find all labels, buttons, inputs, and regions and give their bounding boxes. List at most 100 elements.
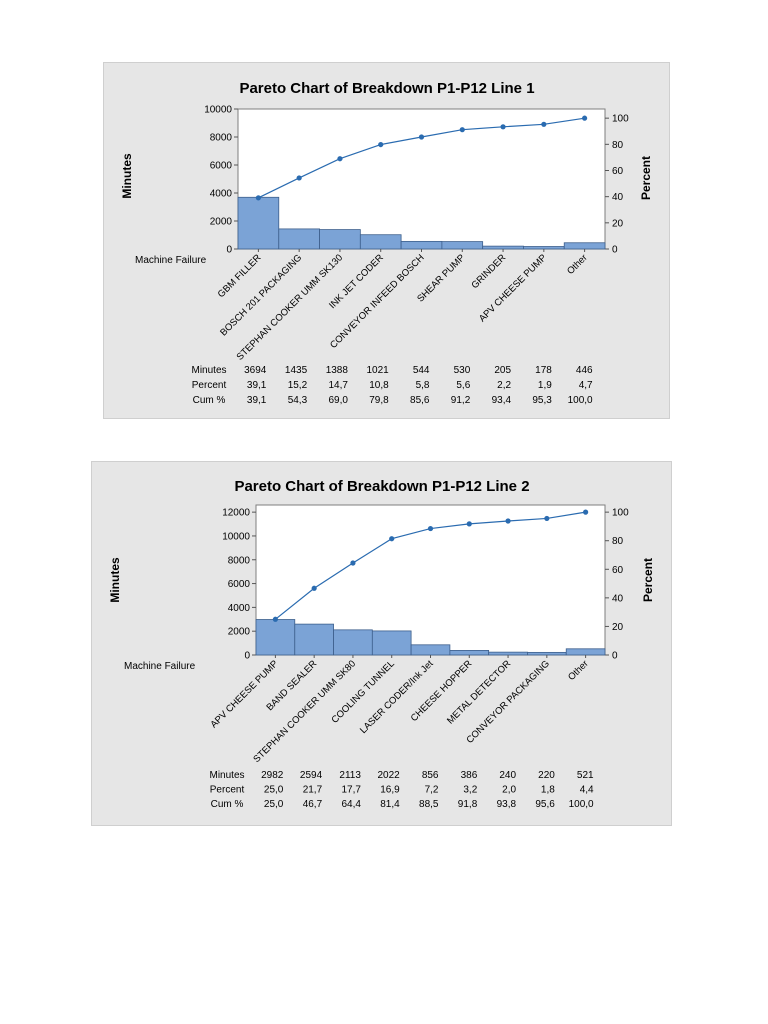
table-row-label: Percent — [210, 785, 245, 796]
category-label: APV CHEESE PUMP — [209, 658, 281, 730]
table-cell: 93,8 — [497, 799, 517, 810]
table-cell: 4,4 — [580, 785, 594, 796]
cumulative-point — [583, 509, 589, 515]
table-cell: 21,7 — [303, 785, 323, 796]
bar — [482, 245, 524, 250]
y-tick-label: 2000 — [210, 217, 233, 228]
table-cell: 205 — [494, 365, 511, 376]
bar — [441, 241, 484, 250]
y2-tick-label: 20 — [612, 622, 624, 633]
bar — [527, 651, 567, 656]
table-row-label: Minutes — [191, 365, 226, 376]
category-label: LASER CODER/Ink Jet — [358, 658, 436, 736]
table-cell: 3,2 — [463, 785, 477, 796]
table-cell: 95,6 — [535, 799, 555, 810]
table-cell: 3694 — [244, 365, 267, 376]
table-cell: 91,2 — [451, 395, 471, 406]
table-cell: 81,4 — [380, 799, 400, 810]
cumulative-point — [427, 525, 434, 532]
chart-title: Pareto Chart of Breakdown P1-P12 Line 1 — [239, 80, 534, 97]
y-tick-label: 4000 — [228, 603, 251, 614]
x-axis-label: Machine Failure — [135, 255, 207, 266]
y-tick-label: 6000 — [228, 579, 251, 590]
y-tick-label: 0 — [244, 651, 250, 662]
y2-tick-label: 60 — [612, 166, 624, 177]
cumulative-point — [466, 521, 472, 527]
cumulative-point — [272, 616, 278, 622]
table-row-label: Minutes — [209, 770, 244, 781]
bar — [565, 648, 606, 656]
bar — [400, 240, 443, 250]
bar — [294, 623, 334, 656]
table-cell: 79,8 — [369, 395, 389, 406]
y2-tick-label: 40 — [612, 593, 624, 604]
bar — [333, 629, 373, 656]
table-cell: 220 — [538, 770, 555, 781]
bar — [359, 234, 402, 250]
pareto-chart-line-1: Pareto Chart of Breakdown P1-P12 Line 1 … — [103, 62, 670, 419]
y2-tick-label: 80 — [612, 140, 624, 151]
table-cell: 64,4 — [341, 799, 361, 810]
table-cell: 2594 — [300, 770, 323, 781]
category-label: APV CHEESE PUMP — [477, 252, 549, 324]
y-tick-label: 12000 — [222, 508, 250, 519]
table-cell: 15,2 — [288, 380, 308, 391]
table-row-label: Cum % — [211, 799, 244, 810]
y-tick-label: 10000 — [204, 105, 232, 116]
cumulative-point — [418, 134, 425, 140]
table-cell: 17,7 — [341, 785, 361, 796]
bar — [563, 242, 606, 250]
table-cell: 5,6 — [456, 380, 470, 391]
bar — [319, 229, 361, 250]
table-cell: 93,4 — [492, 395, 512, 406]
table-cell: 10,8 — [369, 380, 389, 391]
table-cell: 91,8 — [458, 799, 478, 810]
table-cell: 2113 — [339, 770, 361, 781]
table-cell: 178 — [535, 365, 552, 376]
y-axis-label: Minutes — [108, 557, 122, 603]
pareto-chart-line-2: Pareto Chart of Breakdown P1-P12 Line 2 … — [91, 461, 672, 826]
table-cell: 386 — [461, 770, 478, 781]
bar — [278, 228, 320, 250]
y2-tick-label: 0 — [612, 245, 618, 256]
table-cell: 5,8 — [416, 380, 430, 391]
table-cell: 1,8 — [541, 785, 555, 796]
cumulative-point — [459, 127, 465, 133]
y-tick-label: 4000 — [210, 189, 233, 200]
table-cell: 1021 — [366, 365, 389, 376]
y2-axis-label: Percent — [639, 156, 653, 200]
y-tick-label: 2000 — [228, 627, 251, 638]
table-cell: 2982 — [261, 770, 284, 781]
y2-tick-label: 60 — [612, 565, 624, 576]
bar — [523, 246, 565, 250]
y2-axis-label: Percent — [641, 558, 655, 602]
table-cell: 25,0 — [264, 785, 284, 796]
cumulative-point — [378, 141, 384, 148]
table-cell: 100,0 — [569, 799, 594, 810]
bar — [449, 650, 490, 656]
table-cell: 25,0 — [264, 799, 284, 810]
bar — [488, 651, 528, 656]
y2-tick-label: 100 — [612, 508, 629, 519]
table-cell: 1,9 — [538, 380, 552, 391]
cumulative-point — [541, 121, 547, 127]
pareto-chart-line-1-svg: Pareto Chart of Breakdown P1-P12 Line 1 … — [120, 80, 653, 406]
table-cell: 69,0 — [328, 395, 348, 406]
table-cell: 446 — [576, 365, 593, 376]
table-cell: 39,1 — [247, 395, 267, 406]
cumulative-point — [389, 536, 395, 542]
table-cell: 4,7 — [579, 380, 593, 391]
y-tick-label: 8000 — [210, 133, 233, 144]
y-tick-label: 10000 — [222, 531, 250, 542]
table-cell: 240 — [499, 770, 516, 781]
y2-tick-label: 20 — [612, 218, 624, 229]
table-cell: 88,5 — [419, 799, 439, 810]
table-cell: 85,6 — [410, 395, 430, 406]
x-axis-label: Machine Failure — [124, 661, 196, 672]
cumulative-point — [582, 115, 588, 121]
y2-tick-label: 0 — [612, 651, 618, 662]
table-row-label: Cum % — [193, 395, 226, 406]
table-cell: 2,2 — [497, 380, 511, 391]
y2-tick-label: 100 — [612, 114, 629, 125]
bar — [255, 619, 296, 656]
